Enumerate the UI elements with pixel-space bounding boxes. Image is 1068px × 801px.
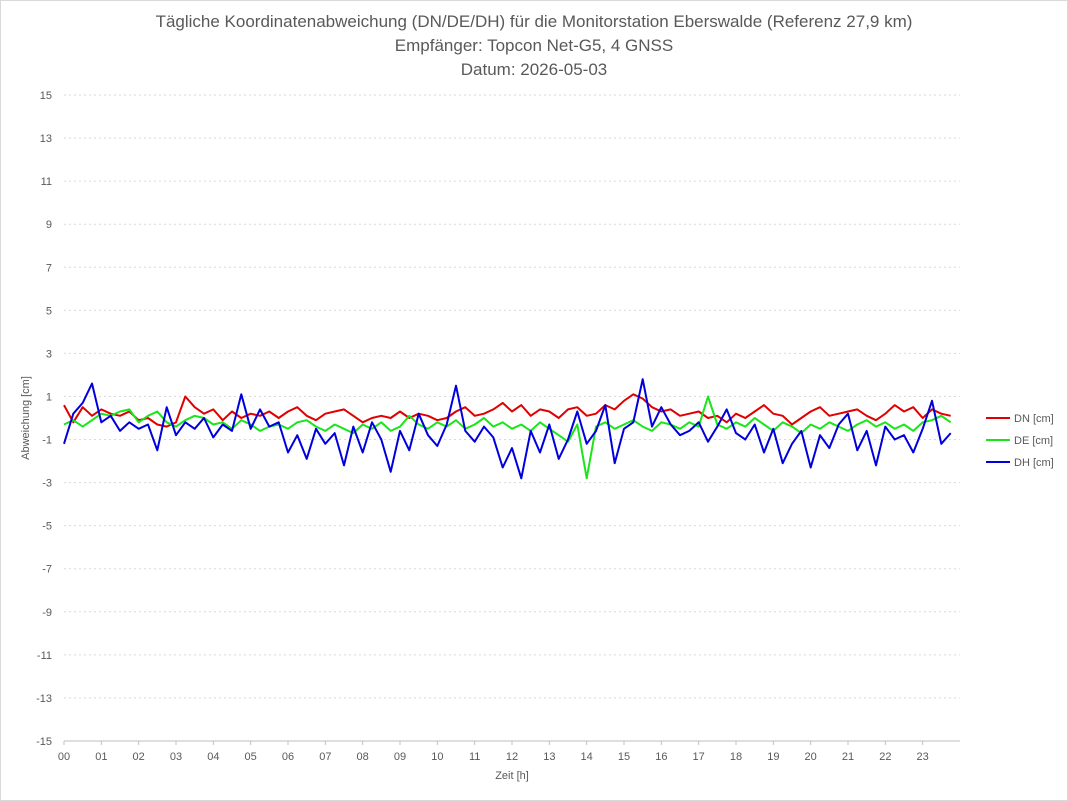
- legend-label-dh: DH [cm]: [1014, 457, 1054, 469]
- y-tick-label: 3: [46, 348, 52, 360]
- x-tick-label: 13: [543, 751, 555, 763]
- y-tick-label: 9: [46, 219, 52, 231]
- y-tick-label: 7: [46, 262, 52, 274]
- series-line-de: [63, 395, 952, 480]
- x-tick-label: 22: [879, 751, 891, 763]
- y-tick-label: 1: [46, 391, 52, 403]
- x-tick-label: 00: [58, 751, 70, 763]
- y-tick-label: -7: [42, 564, 52, 576]
- x-tick-label: 20: [805, 751, 817, 763]
- chart-title: Tägliche Koordinatenabweichung (DN/DE/DH…: [155, 12, 913, 31]
- x-axis-label: Zeit [h]: [495, 770, 529, 782]
- legend-label-de: DE [cm]: [1014, 435, 1053, 447]
- x-tick-label: 07: [319, 751, 331, 763]
- chart-subtitle-date: Datum: 2026-05-03: [460, 60, 608, 79]
- legend-label-dn: DN [cm]: [1014, 413, 1054, 425]
- y-tick-label: 13: [40, 133, 52, 145]
- y-tick-label: 15: [40, 90, 52, 102]
- y-axis-label: Abweichung [cm]: [20, 376, 32, 460]
- x-tick-label: 17: [693, 751, 705, 763]
- y-tick-label: 5: [46, 305, 52, 317]
- x-tick-label: 12: [506, 751, 518, 763]
- series-lines: [63, 378, 952, 480]
- x-tick-label: 11: [469, 751, 480, 763]
- y-tick-label: -5: [42, 521, 52, 533]
- x-axis-ticks: 00 01 02 03 04 05 06 07 08 09 10 11 12 13 14 15 16 17 18 19…: [58, 741, 929, 763]
- x-tick-label: 18: [730, 751, 742, 763]
- x-tick-label: 02: [133, 751, 145, 763]
- x-tick-label: 08: [357, 751, 369, 763]
- y-tick-label: -11: [37, 650, 52, 662]
- y-tick-label: -1: [42, 435, 52, 447]
- x-tick-label: 06: [282, 751, 294, 763]
- legend: DN [cm] DE [cm] DH [cm]: [986, 413, 1054, 469]
- chart-subtitle-receiver: Empfänger: Topcon Net-G5, 4 GNSS: [394, 36, 674, 55]
- series-line-dn: [63, 393, 951, 428]
- y-tick-label: -9: [42, 607, 52, 619]
- x-tick-label: 14: [581, 751, 593, 763]
- x-tick-label: 19: [767, 751, 779, 763]
- x-tick-label: 09: [394, 751, 406, 763]
- x-tick-label: 01: [95, 751, 107, 763]
- x-tick-label: 03: [170, 751, 182, 763]
- x-tick-label: 10: [431, 751, 443, 763]
- series-line-dh: [63, 378, 952, 480]
- x-tick-label: 23: [917, 751, 929, 763]
- x-tick-label: 16: [655, 751, 667, 763]
- x-tick-label: 21: [842, 751, 854, 763]
- y-axis-ticks: 15 13 11 9 7 5 3 1 -1 -3 -5 -7 -9 -11 -13 -15: [36, 90, 52, 748]
- gridlines: [64, 94, 960, 742]
- y-tick-label: 11: [41, 176, 52, 188]
- x-tick-label: 15: [618, 751, 630, 763]
- x-tick-label: 05: [245, 751, 257, 763]
- y-tick-label: -15: [36, 736, 52, 748]
- y-tick-label: -13: [36, 693, 52, 705]
- x-tick-label: 04: [207, 751, 219, 763]
- y-tick-label: -3: [42, 478, 52, 490]
